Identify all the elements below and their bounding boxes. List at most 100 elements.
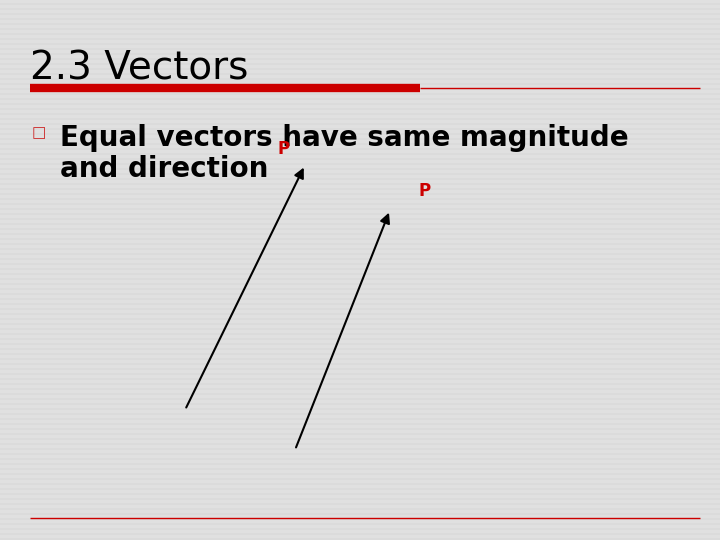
Bar [0, 497, 720, 500]
Bar [0, 523, 720, 525]
Bar [0, 48, 720, 50]
Bar [0, 192, 720, 195]
Bar [0, 302, 720, 305]
Bar [0, 402, 720, 405]
Bar [0, 437, 720, 440]
Bar [0, 477, 720, 480]
Bar [0, 112, 720, 115]
Bar [0, 152, 720, 155]
Bar [0, 57, 720, 60]
Bar [0, 457, 720, 460]
Bar [0, 123, 720, 125]
Bar [0, 357, 720, 360]
Bar [0, 87, 720, 90]
Bar [0, 78, 720, 80]
Bar [0, 68, 720, 70]
Bar [0, 8, 720, 10]
Bar [0, 307, 720, 310]
Bar [0, 17, 720, 20]
Bar [0, 368, 720, 370]
Bar [0, 92, 720, 95]
Bar [0, 508, 720, 510]
Bar [0, 118, 720, 120]
Bar [0, 448, 720, 450]
Bar [0, 503, 720, 505]
Text: P: P [418, 182, 430, 200]
Bar [0, 32, 720, 35]
Bar [0, 298, 720, 300]
Bar [0, 287, 720, 290]
Bar [0, 433, 720, 435]
Bar [0, 373, 720, 375]
Text: P: P [278, 140, 290, 158]
Bar [0, 273, 720, 275]
Bar [0, 377, 720, 380]
Bar [0, 187, 720, 190]
Bar [0, 278, 720, 280]
Bar [0, 28, 720, 30]
Bar [0, 417, 720, 420]
Bar [0, 103, 720, 105]
Bar [0, 318, 720, 320]
Text: and direction: and direction [60, 155, 269, 183]
Bar [0, 202, 720, 205]
Bar [0, 172, 720, 175]
Bar [0, 348, 720, 350]
Bar [0, 3, 720, 5]
Bar [0, 132, 720, 135]
Text: □: □ [32, 125, 46, 140]
Bar [0, 397, 720, 400]
Bar [0, 107, 720, 110]
Bar [0, 422, 720, 425]
Bar [0, 408, 720, 410]
Bar [0, 532, 720, 535]
Bar [0, 238, 720, 240]
Bar [0, 207, 720, 210]
Bar [0, 23, 720, 25]
Bar [0, 183, 720, 185]
Bar [0, 178, 720, 180]
Bar [0, 43, 720, 45]
Bar [0, 167, 720, 170]
Bar [0, 528, 720, 530]
Bar [0, 313, 720, 315]
Bar [0, 512, 720, 515]
Bar [0, 382, 720, 385]
Bar [0, 52, 720, 55]
Bar [0, 428, 720, 430]
Bar [0, 262, 720, 265]
Bar [0, 242, 720, 245]
Bar [0, 198, 720, 200]
Bar [0, 322, 720, 325]
Bar [0, 413, 720, 415]
Bar [0, 72, 720, 75]
Bar [0, 488, 720, 490]
Bar [0, 442, 720, 445]
Bar [0, 163, 720, 165]
Bar [0, 472, 720, 475]
Bar [0, 327, 720, 330]
Bar [0, 83, 720, 85]
Bar [0, 267, 720, 270]
Bar [0, 233, 720, 235]
Bar [0, 468, 720, 470]
Bar [0, 492, 720, 495]
Bar [0, 462, 720, 465]
Bar [0, 127, 720, 130]
Bar [0, 393, 720, 395]
Bar [0, 253, 720, 255]
Text: Equal vectors have same magnitude: Equal vectors have same magnitude [60, 124, 629, 152]
Bar [0, 143, 720, 145]
Bar [0, 37, 720, 40]
Bar [0, 12, 720, 15]
Bar [0, 227, 720, 230]
Bar [0, 338, 720, 340]
Bar [0, 138, 720, 140]
Bar [0, 258, 720, 260]
Bar [0, 218, 720, 220]
Bar [0, 388, 720, 390]
Bar [0, 63, 720, 65]
Bar [0, 147, 720, 150]
Bar [0, 333, 720, 335]
Bar [0, 353, 720, 355]
